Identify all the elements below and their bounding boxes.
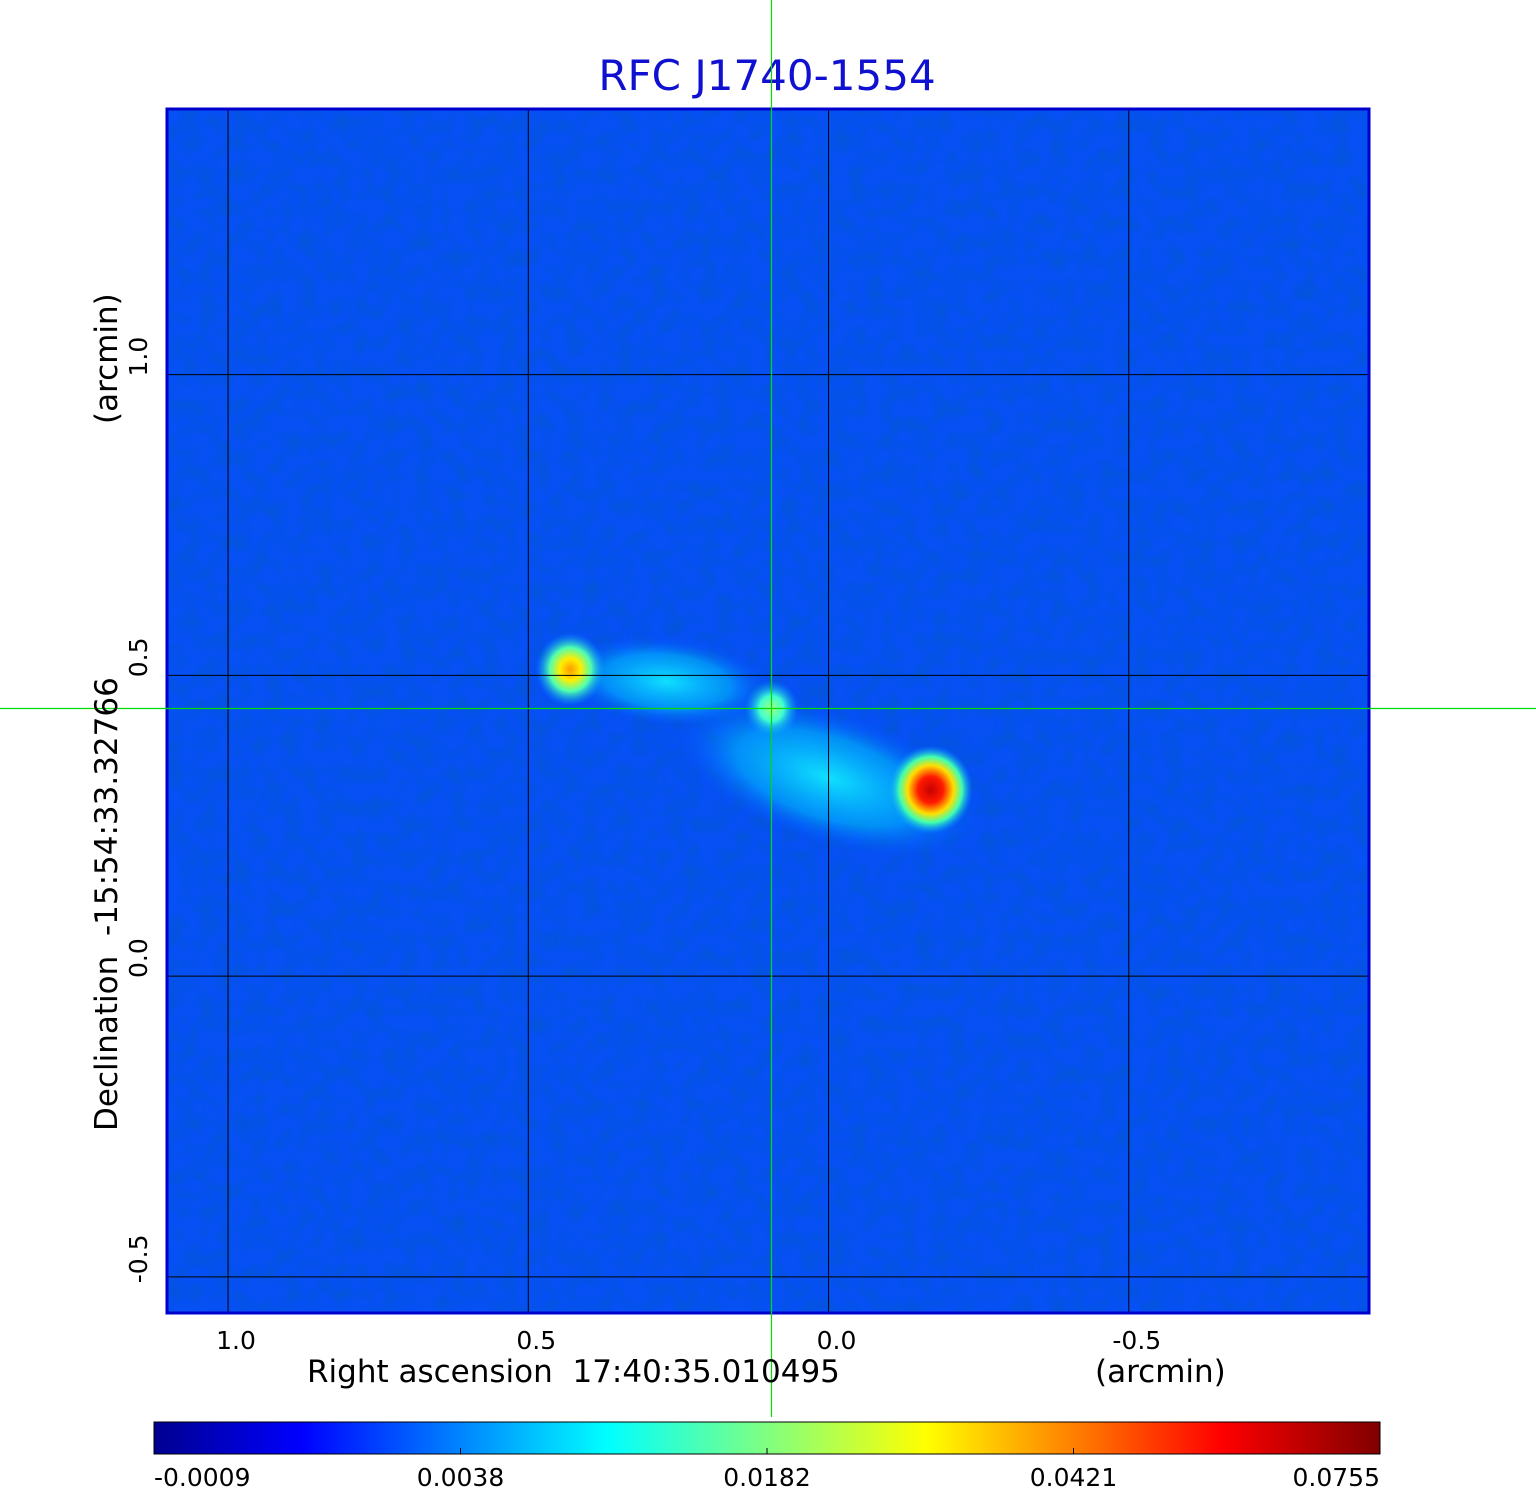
y-axis-label: Declination -15:54:33.32766 bbox=[89, 677, 125, 1131]
x-tick-label: -0.5 bbox=[1112, 1326, 1161, 1355]
y-tick-label: -0.5 bbox=[124, 1235, 153, 1284]
colorbar-tick-label: -0.0009 bbox=[154, 1463, 251, 1492]
x-tick-label: 1.0 bbox=[216, 1326, 256, 1355]
colorbar-ticks: -0.0009 0.0038 0.0182 0.0421 0.0755 bbox=[153, 1448, 1381, 1492]
radio-source bbox=[535, 632, 606, 706]
y-axis-unit: (arcmin) bbox=[89, 293, 125, 424]
chart-title: RFC J1740-1554 bbox=[598, 51, 935, 100]
colorbar-tick-label: 0.0755 bbox=[1293, 1463, 1380, 1492]
y-tick-label: 1.0 bbox=[124, 337, 153, 377]
colorbar-tick-label: 0.0038 bbox=[417, 1463, 504, 1492]
x-axis-ticks: 1.0 0.5 0.0 -0.5 bbox=[216, 1326, 1161, 1355]
y-tick-label: 0.0 bbox=[124, 938, 153, 978]
colorbar-tick-label: 0.0421 bbox=[1030, 1463, 1117, 1492]
plot-frame bbox=[165, 107, 1371, 1315]
y-axis-ticks: 1.0 0.5 0.0 -0.5 bbox=[124, 337, 153, 1284]
colorbar-tick-label: 0.0182 bbox=[723, 1463, 810, 1492]
grid bbox=[168, 110, 1369, 1313]
radio-source bbox=[888, 745, 973, 834]
x-tick-label: 0.0 bbox=[817, 1326, 857, 1355]
x-axis-unit: (arcmin) bbox=[1095, 1354, 1226, 1390]
x-axis-label: Right ascension 17:40:35.010495 bbox=[307, 1354, 840, 1390]
y-tick-label: 0.5 bbox=[124, 638, 153, 678]
plot-area bbox=[168, 110, 1369, 1313]
crosshair bbox=[0, 0, 1536, 1417]
x-tick-label: 0.5 bbox=[516, 1326, 556, 1355]
